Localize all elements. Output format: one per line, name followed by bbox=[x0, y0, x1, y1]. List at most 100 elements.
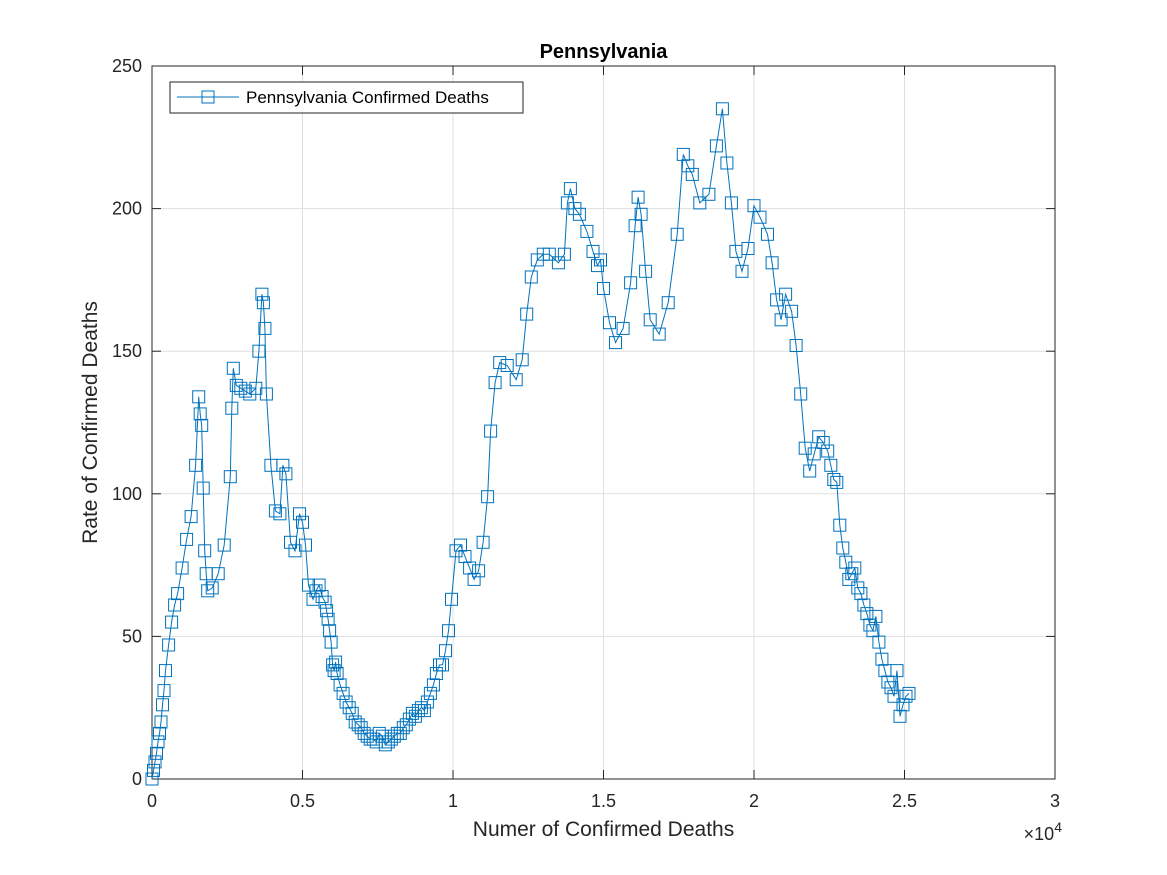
data-point-marker bbox=[472, 564, 486, 578]
data-point-marker bbox=[189, 458, 203, 472]
data-point-marker bbox=[639, 264, 653, 278]
data-point-marker bbox=[597, 282, 610, 295]
data-point-marker bbox=[542, 247, 556, 261]
data-point-marker bbox=[153, 726, 166, 740]
data-point-marker bbox=[223, 470, 237, 484]
data-point-marker bbox=[423, 686, 437, 700]
data-point-marker bbox=[857, 598, 871, 612]
data-point-marker bbox=[586, 244, 600, 258]
x-axis-exponent-label: ×104 bbox=[1024, 819, 1063, 844]
data-point-marker bbox=[488, 376, 502, 390]
data-point-marker bbox=[715, 102, 729, 116]
data-point-marker bbox=[785, 304, 799, 318]
data-point-marker bbox=[312, 578, 326, 592]
data-point-marker bbox=[693, 196, 707, 210]
data-point-marker bbox=[824, 458, 838, 472]
data-point-marker bbox=[154, 715, 168, 729]
data-point-marker bbox=[854, 587, 868, 601]
data-point-marker bbox=[670, 227, 684, 241]
data-point-marker bbox=[774, 313, 788, 327]
y-tick-label: 200 bbox=[112, 199, 142, 219]
data-point-marker bbox=[225, 401, 239, 415]
chart-title: Pennsylvania bbox=[540, 41, 669, 63]
data-point-marker bbox=[833, 518, 847, 532]
data-point-marker bbox=[609, 336, 622, 350]
data-point-marker bbox=[624, 276, 638, 290]
data-point-marker bbox=[875, 652, 889, 666]
data-point-marker bbox=[420, 695, 434, 709]
data-point-marker bbox=[205, 581, 219, 595]
data-point-marker bbox=[157, 684, 171, 698]
data-point-marker bbox=[296, 515, 309, 529]
data-point-marker bbox=[643, 313, 657, 327]
x-tick-label: 2 bbox=[749, 791, 759, 811]
legend: Pennsylvania Confirmed Deaths bbox=[169, 81, 524, 114]
data-point-marker bbox=[436, 658, 449, 672]
data-point-marker bbox=[794, 387, 808, 401]
data-point-marker bbox=[333, 678, 347, 692]
data-point-marker bbox=[284, 535, 297, 549]
data-point-marker bbox=[330, 667, 344, 680]
data-point-marker bbox=[563, 182, 577, 196]
data-point-marker bbox=[515, 353, 529, 367]
legend-entry-label: Pennsylvania Confirmed Deaths bbox=[246, 88, 489, 107]
y-tick-label: 0 bbox=[132, 769, 142, 789]
data-point-marker bbox=[238, 384, 252, 398]
data-point-marker bbox=[484, 424, 498, 438]
data-point-marker bbox=[171, 587, 185, 601]
data-point-marker bbox=[276, 458, 290, 472]
data-point-marker bbox=[321, 612, 335, 626]
data-point-marker bbox=[211, 567, 225, 581]
data-point-marker bbox=[252, 344, 266, 358]
data-point-marker bbox=[789, 339, 803, 352]
data-point-marker bbox=[175, 561, 189, 575]
data-point-marker bbox=[184, 510, 198, 524]
x-tick-label: 0.5 bbox=[290, 791, 315, 811]
data-point-marker bbox=[836, 541, 850, 555]
data-point-marker bbox=[180, 532, 194, 546]
data-point-marker bbox=[631, 190, 645, 204]
data-point-marker bbox=[616, 321, 630, 335]
x-tick-label: 0 bbox=[147, 791, 157, 811]
data-point-marker bbox=[226, 361, 240, 375]
data-point-marker bbox=[830, 475, 844, 489]
data-point-marker bbox=[323, 624, 337, 638]
data-point-marker bbox=[168, 598, 182, 612]
data-point-marker bbox=[761, 227, 774, 241]
data-point-marker bbox=[572, 207, 586, 221]
data-point-marker bbox=[198, 544, 212, 558]
data-point-marker bbox=[320, 604, 334, 618]
y-tick-label: 50 bbox=[122, 626, 142, 646]
data-point-marker bbox=[493, 356, 507, 370]
data-point-marker bbox=[273, 507, 287, 521]
data-point-marker bbox=[259, 387, 273, 401]
data-point-marker bbox=[165, 615, 179, 629]
y-tick-label: 150 bbox=[112, 341, 142, 361]
data-point-marker bbox=[159, 664, 172, 678]
data-point-marker bbox=[779, 287, 793, 301]
data-point-marker bbox=[884, 681, 898, 695]
data-point-marker bbox=[676, 147, 690, 161]
data-point-marker bbox=[148, 755, 162, 769]
data-point-marker bbox=[557, 247, 571, 261]
data-point-marker bbox=[735, 264, 749, 278]
x-exponent-base: ×10 bbox=[1024, 824, 1055, 844]
data-point-marker bbox=[324, 635, 338, 649]
data-point-marker bbox=[720, 156, 734, 170]
data-point-marker bbox=[293, 507, 306, 521]
x-tick-label: 1 bbox=[448, 791, 458, 811]
x-tick-label: 1.5 bbox=[591, 791, 616, 811]
data-point-marker bbox=[476, 535, 490, 549]
data-point-marker bbox=[702, 187, 716, 201]
y-tick-label: 250 bbox=[112, 56, 142, 76]
data-point-marker bbox=[821, 444, 835, 458]
data-point-marker bbox=[329, 655, 343, 669]
data-point-marker bbox=[685, 167, 699, 181]
data-point-marker bbox=[196, 481, 210, 495]
x-tick-label: 3 bbox=[1050, 791, 1060, 811]
data-point-marker bbox=[709, 139, 723, 153]
data-point-marker bbox=[192, 390, 206, 404]
data-point-marker bbox=[902, 686, 916, 700]
data-point-marker bbox=[147, 763, 160, 777]
